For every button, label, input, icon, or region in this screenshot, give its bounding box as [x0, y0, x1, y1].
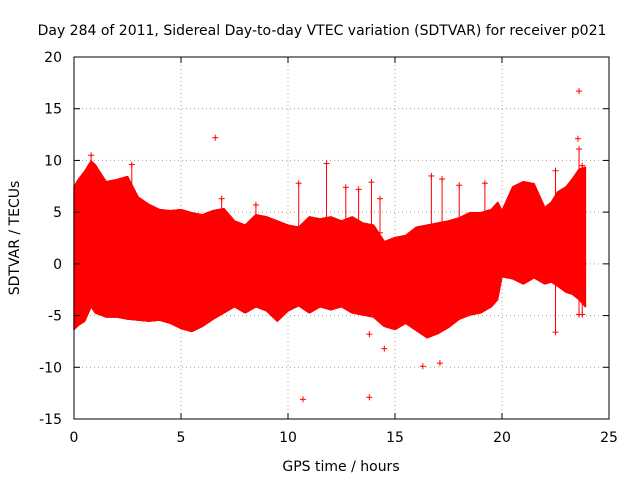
- spike-cap-point: [428, 291, 435, 298]
- spike-cap-point: [218, 240, 225, 247]
- x-tick-label: 15: [386, 430, 404, 446]
- plot-frame: [73, 56, 610, 420]
- y-tick-label: 10: [44, 153, 62, 169]
- spike-cap-point: [456, 240, 463, 247]
- outlier-point: [574, 135, 581, 142]
- x-tick-label: 10: [279, 430, 297, 446]
- spike-cap-point: [355, 229, 362, 236]
- spike-cap-point: [88, 281, 95, 288]
- outlier-point: [366, 331, 373, 338]
- y-tick-label: 0: [53, 257, 62, 273]
- spike-cap-point: [88, 152, 95, 159]
- spike-cap-point: [456, 182, 463, 189]
- spike-cap-point: [342, 184, 349, 191]
- spike-cap-point: [377, 195, 384, 202]
- spike-cap-point: [576, 146, 583, 153]
- spike-cap-point: [368, 229, 375, 236]
- x-tick-label: 5: [177, 430, 186, 446]
- y-tick-label: 20: [44, 50, 62, 66]
- y-axis-label: SDTVAR / TECUs: [7, 181, 23, 296]
- x-tick-label: 0: [70, 430, 79, 446]
- outlier-point: [366, 394, 373, 401]
- spike-cap-point: [428, 172, 435, 179]
- y-tick-label: -15: [39, 412, 62, 428]
- outlier-point: [419, 363, 426, 370]
- outlier-point: [576, 88, 583, 95]
- spike-cap-point: [481, 180, 488, 187]
- y-tick-label: -10: [39, 360, 62, 376]
- spike-cap-point: [128, 161, 135, 168]
- chart-title: Day 284 of 2011, Sidereal Day-to-day VTE…: [38, 23, 607, 39]
- spike-cap-point: [377, 229, 384, 236]
- spike-cap-point: [552, 329, 559, 336]
- spike-cap-point: [439, 176, 446, 183]
- spike-cap-point: [252, 240, 259, 247]
- y-tick-label: 15: [44, 102, 62, 118]
- spike-cap-point: [218, 195, 225, 202]
- spike-cap-point: [579, 162, 586, 169]
- spike-cap-point: [252, 201, 259, 208]
- y-tick-label: 5: [53, 205, 62, 221]
- outlier-point: [212, 134, 219, 141]
- spike-cap-point: [481, 229, 488, 236]
- y-tick-label: -5: [48, 309, 62, 325]
- spike-cap-point: [295, 271, 302, 278]
- outlier-point: [381, 345, 388, 352]
- outlier-point: [299, 396, 306, 403]
- spike-cap-point: [355, 186, 362, 193]
- outlier-point: [436, 360, 443, 367]
- x-tick-label: 25: [600, 430, 618, 446]
- spike-cap-point: [579, 311, 586, 318]
- spike-cap-point: [128, 229, 135, 236]
- spike-cap-point: [342, 271, 349, 278]
- x-axis-label: GPS time / hours: [282, 459, 399, 475]
- spike-cap-point: [323, 250, 330, 257]
- data-layer: [73, 88, 587, 403]
- spike-cap-point: [439, 291, 446, 298]
- spike-cap-point: [295, 180, 302, 187]
- spike-cap-point: [323, 160, 330, 167]
- spike-cap-point: [368, 179, 375, 186]
- spike-cap-point: [552, 167, 559, 174]
- x-tick-label: 20: [493, 430, 511, 446]
- axis-ticks: 0 5 10 15 20 25 -15 -10 -5 0 5 10 15 20: [39, 50, 618, 446]
